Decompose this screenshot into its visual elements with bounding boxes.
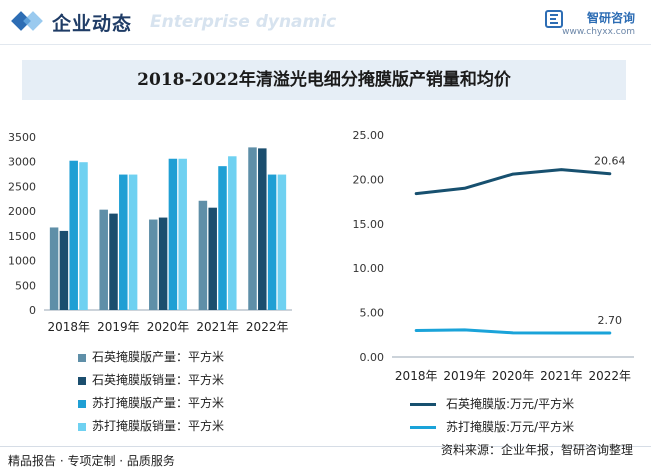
line-x-tick-label: 2022年 bbox=[589, 369, 632, 383]
bar-2-3 bbox=[178, 158, 187, 310]
bar-1-3 bbox=[128, 174, 138, 310]
footer-divider bbox=[0, 446, 651, 447]
line-x-tick-label: 2018年 bbox=[395, 369, 438, 383]
bar-0-0 bbox=[49, 227, 59, 310]
bar-4-1 bbox=[258, 148, 267, 310]
line-series-0 bbox=[414, 168, 612, 196]
bar-y-tick-label: 1500 bbox=[8, 230, 36, 243]
header-divider bbox=[0, 44, 651, 45]
bar-x-tick-label: 2018年 bbox=[48, 320, 91, 334]
bar-y-tick-label: 3500 bbox=[8, 131, 36, 144]
bar-4-3 bbox=[277, 174, 287, 310]
line-y-tick-label: 0.00 bbox=[360, 351, 385, 364]
footer-source: 资料来源：企业年报，智研咨询整理 bbox=[440, 443, 633, 457]
chart-title-band: 2018-2022年清溢光电细分掩膜版产销量和均价 bbox=[22, 60, 626, 100]
bar-y-tick-label: 2000 bbox=[8, 205, 36, 218]
legend-swatch bbox=[78, 354, 86, 362]
chart-title: 2018-2022年清溢光电细分掩膜版产销量和均价 bbox=[137, 70, 511, 90]
legend-line-swatch bbox=[410, 403, 436, 406]
legend-line-swatch bbox=[410, 426, 436, 429]
bar-x-tick-label: 2021年 bbox=[196, 320, 239, 334]
bar-3-2 bbox=[218, 166, 227, 310]
bar-0-1 bbox=[59, 230, 69, 310]
header-subtitle: Enterprise dynamic bbox=[150, 12, 337, 32]
bar-3-1 bbox=[208, 207, 217, 310]
brand-url: www.chyxx.com bbox=[562, 27, 635, 37]
bar-0-3 bbox=[79, 162, 88, 310]
line-x-tick-label: 2021年 bbox=[540, 369, 583, 383]
line-series-1 bbox=[414, 328, 612, 335]
bar-3-3 bbox=[228, 156, 237, 310]
header-bar: Enterprise dynamic 企业动态 智研咨询 www.chyxx.c… bbox=[0, 0, 651, 44]
bar-1-1 bbox=[109, 213, 118, 310]
bar-x-tick-label: 2020年 bbox=[147, 320, 190, 334]
line-data-label-1: 2.70 bbox=[598, 314, 623, 327]
bar-y-tick-label: 500 bbox=[15, 279, 36, 292]
header-title: 企业动态 bbox=[52, 13, 133, 35]
legend-label: 石英掩膜版产量：平方米 bbox=[92, 350, 225, 364]
line-y-tick-label: 15.00 bbox=[353, 218, 385, 231]
bar-2-0 bbox=[149, 219, 158, 310]
line-x-tick-label: 2020年 bbox=[492, 369, 535, 383]
bar-4-2 bbox=[267, 174, 277, 310]
bar-y-tick-label: 0 bbox=[29, 304, 36, 317]
line-y-tick-label: 10.00 bbox=[353, 262, 385, 275]
bar-y-tick-label: 2500 bbox=[8, 180, 36, 193]
legend-label: 苏打掩膜版产量：平方米 bbox=[92, 396, 225, 410]
line-x-tick-label: 2019年 bbox=[443, 369, 486, 383]
bar-y-tick-label: 3000 bbox=[8, 156, 36, 169]
bar-0-2 bbox=[69, 160, 78, 310]
bar-x-tick-label: 2022年 bbox=[246, 320, 289, 334]
line-y-tick-label: 25.00 bbox=[353, 129, 385, 142]
bar-2-1 bbox=[158, 217, 168, 310]
footer-slogan: 精品报告 · 专项定制 · 品质服务 bbox=[8, 454, 175, 468]
line-y-tick-label: 20.00 bbox=[353, 173, 385, 186]
legend-swatch bbox=[78, 377, 86, 385]
legend-label: 石英掩膜版:万元/平方米 bbox=[446, 397, 575, 411]
line-y-tick-label: 5.00 bbox=[360, 307, 385, 320]
bar-x-tick-label: 2019年 bbox=[97, 320, 140, 334]
legend-label: 苏打掩膜版:万元/平方米 bbox=[446, 420, 575, 434]
legend-label: 苏打掩膜版销量：平方米 bbox=[92, 419, 225, 433]
bar-2-2 bbox=[168, 158, 178, 310]
bar-y-tick-label: 1000 bbox=[8, 255, 36, 268]
brand-name: 智研咨询 bbox=[586, 11, 635, 25]
bar-1-0 bbox=[99, 209, 108, 310]
legend-swatch bbox=[78, 400, 86, 408]
line-data-label-0: 20.64 bbox=[594, 155, 626, 168]
bar-4-0 bbox=[248, 147, 257, 310]
legend-swatch bbox=[78, 423, 86, 431]
legend-label: 石英掩膜版销量：平方米 bbox=[92, 373, 225, 387]
brand-logo-icon bbox=[545, 10, 563, 28]
bar-3-0 bbox=[198, 200, 208, 310]
bar-1-2 bbox=[119, 174, 128, 310]
